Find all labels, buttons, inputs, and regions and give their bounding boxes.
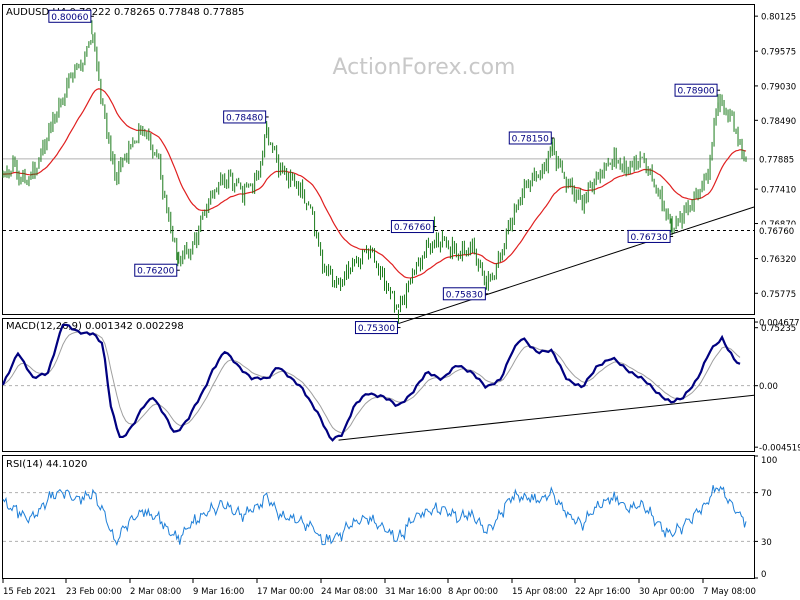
annotation-box [134,263,178,277]
macd-y-tick-label: 0.004677 [759,319,800,329]
rsi-header: RSI(14) 44.1020 [6,459,87,470]
annotation-label: 0.80060 [51,13,88,23]
annotation-box [223,110,267,124]
macd-y-tick-label: -0.004519 [759,444,800,454]
price-trendline [398,206,755,325]
price-panel [2,4,755,315]
annotation-label: 0.78150 [512,134,549,144]
support-level-label: 0.76760 [759,227,794,237]
rsi-y-tick-label: 100 [761,456,777,466]
x-tick-label: 8 Apr 00:00 [448,587,498,597]
x-tick-label: 22 Apr 16:00 [575,587,630,597]
annotation-box [508,131,552,145]
annotation-label: 0.78900 [677,87,714,97]
x-tick-label: 24 Mar 08:00 [321,587,378,597]
annotation-box [390,220,434,234]
price-y-tick-label: 0.79030 [761,82,796,92]
annotation-box [354,321,398,335]
rsi-y-tick-label: 30 [761,538,772,548]
macd-panel [2,318,755,452]
x-tick-label: 2 Mar 08:00 [130,587,181,597]
annotation-box [48,9,92,23]
x-tick-label: 30 Apr 00:00 [639,587,694,597]
rsi-panel [2,455,755,579]
annotation-label: 0.75300 [358,324,395,334]
annotation-box [674,83,718,97]
annotation-box [442,287,486,301]
annotation-box [627,229,671,243]
rsi-line [2,485,747,547]
annotation-label: 0.75830 [446,290,483,300]
x-tick-label: 9 Mar 16:00 [193,587,244,597]
macd-line [1,323,741,442]
price-header: AUDUSD,H4 0.78222 0.78265 0.77848 0.7788… [6,7,244,18]
x-tick-label: 23 Feb 00:00 [66,587,122,597]
annotation-label: 0.78480 [226,113,263,123]
price-y-tick-label: 0.76320 [761,255,796,265]
price-y-tick-label: 0.78490 [761,117,796,127]
price-y-tick-label: 0.79575 [761,48,796,58]
x-tick-label: 15 Apr 08:00 [512,587,567,597]
x-tick-label: 17 Mar 00:00 [257,587,314,597]
annotation-label: 0.76760 [394,223,431,233]
annotation-label: 0.76730 [631,233,668,243]
price-y-tick-label: 0.77410 [761,186,796,196]
price-y-tick-label: 0.80125 [761,13,796,23]
macd-header: MACD(12,26,9) 0.001342 0.002298 [6,321,184,332]
watermark: ActionForex.com [333,55,516,80]
current-price-label: 0.77885 [759,155,794,165]
macd-y-tick-label: 0.00 [759,382,778,392]
price-y-tick-label: 0.75235 [761,324,796,334]
rsi-y-tick-label: 0 [761,570,766,580]
x-tick-label: 15 Feb 2021 [3,587,56,597]
x-tick-label: 31 Mar 16:00 [385,587,442,597]
x-tick-label: 7 May 08:00 [703,587,756,597]
price-y-tick-label: 0.75775 [761,290,796,300]
macd-trendline [338,394,755,441]
rsi-y-tick-label: 70 [761,489,772,499]
annotation-label: 0.76200 [137,267,174,277]
